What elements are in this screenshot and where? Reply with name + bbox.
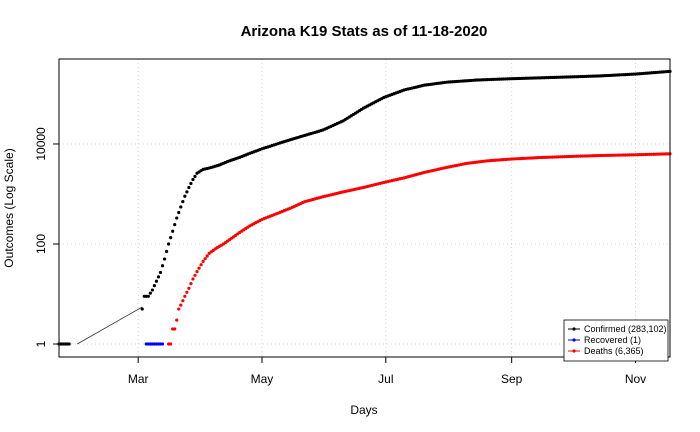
series-0-point bbox=[173, 223, 177, 227]
series-2-point bbox=[173, 327, 177, 331]
series-2-point bbox=[183, 294, 187, 298]
x-axis: Mar May Jul Sep Nov bbox=[128, 357, 646, 386]
series-0-point bbox=[164, 249, 169, 254]
series-2-point bbox=[177, 307, 181, 311]
series-2-point bbox=[205, 254, 209, 258]
series-0-point bbox=[154, 279, 159, 283]
series-0-point bbox=[181, 200, 185, 204]
series-0-point bbox=[187, 185, 191, 190]
series-0-point bbox=[67, 342, 71, 346]
y-tick-label: 10000 bbox=[34, 127, 48, 161]
series-0-point bbox=[189, 181, 193, 186]
series-0-point bbox=[185, 190, 189, 194]
y-axis-label: Outcomes (Log Scale) bbox=[2, 148, 16, 267]
series-2-point bbox=[169, 342, 173, 346]
series-2-point bbox=[191, 277, 195, 281]
series-2-point bbox=[201, 259, 205, 263]
x-tick-label: Mar bbox=[128, 372, 149, 386]
series-2-point bbox=[189, 282, 193, 286]
series-1 bbox=[144, 342, 165, 346]
legend: Confirmed (283,102)Recovered (1)Deaths (… bbox=[563, 319, 669, 362]
chart-title: Arizona K19 Stats as of 11-18-2020 bbox=[241, 23, 488, 40]
legend-marker bbox=[572, 327, 576, 331]
series-2-point bbox=[197, 266, 201, 270]
annotation bbox=[77, 306, 143, 345]
series-0-point bbox=[152, 284, 157, 288]
series-0-point bbox=[171, 229, 175, 233]
legend-entry: Confirmed (283,102) bbox=[584, 324, 667, 334]
series-2-point bbox=[193, 273, 197, 277]
series-0 bbox=[57, 69, 672, 346]
series-2-point bbox=[203, 257, 207, 261]
series-2 bbox=[167, 152, 672, 346]
legend-entry: Deaths (6,365) bbox=[584, 346, 644, 356]
series-2-point bbox=[199, 263, 203, 267]
series-1-point bbox=[160, 342, 165, 346]
series-2-point bbox=[195, 270, 199, 274]
legend-box bbox=[563, 319, 669, 362]
series-2-point bbox=[175, 318, 179, 322]
x-tick-label: May bbox=[251, 372, 274, 386]
series-0-point bbox=[150, 288, 154, 292]
series-2-point bbox=[185, 290, 189, 294]
x-tick-label: Nov bbox=[625, 372, 646, 386]
y-tick-label: 100 bbox=[34, 234, 48, 254]
legend-marker bbox=[572, 338, 576, 342]
series-2-point bbox=[181, 299, 185, 303]
y-axis: 1 100 10000 bbox=[34, 127, 59, 347]
grid bbox=[59, 59, 670, 357]
series-0-point bbox=[167, 242, 171, 246]
y-tick-label: 1 bbox=[34, 340, 48, 347]
series-0-point bbox=[162, 257, 167, 261]
legend-entry: Recovered (1) bbox=[584, 335, 641, 345]
annotation-line bbox=[77, 306, 143, 345]
series-0-point bbox=[156, 275, 161, 279]
series-0-point bbox=[193, 174, 197, 178]
series-layer bbox=[57, 69, 672, 346]
series-2-point bbox=[179, 303, 183, 307]
series-2-point bbox=[187, 286, 191, 290]
series-0-point bbox=[146, 294, 150, 298]
series-0-point bbox=[177, 210, 181, 215]
x-tick-label: Jul bbox=[378, 372, 393, 386]
series-0-point bbox=[140, 307, 144, 311]
plot-frame bbox=[58, 58, 671, 358]
series-0-point bbox=[183, 194, 187, 198]
legend-marker bbox=[572, 349, 576, 353]
series-0-point bbox=[158, 270, 163, 275]
x-axis-label: Days bbox=[350, 403, 377, 417]
x-tick-label: Sep bbox=[501, 372, 523, 386]
series-0-point bbox=[148, 291, 152, 295]
series-0-point bbox=[191, 177, 195, 182]
series-0-point bbox=[160, 264, 165, 268]
series-0-point bbox=[175, 216, 179, 220]
series-0-point bbox=[179, 205, 183, 209]
series-0-point bbox=[169, 236, 173, 240]
